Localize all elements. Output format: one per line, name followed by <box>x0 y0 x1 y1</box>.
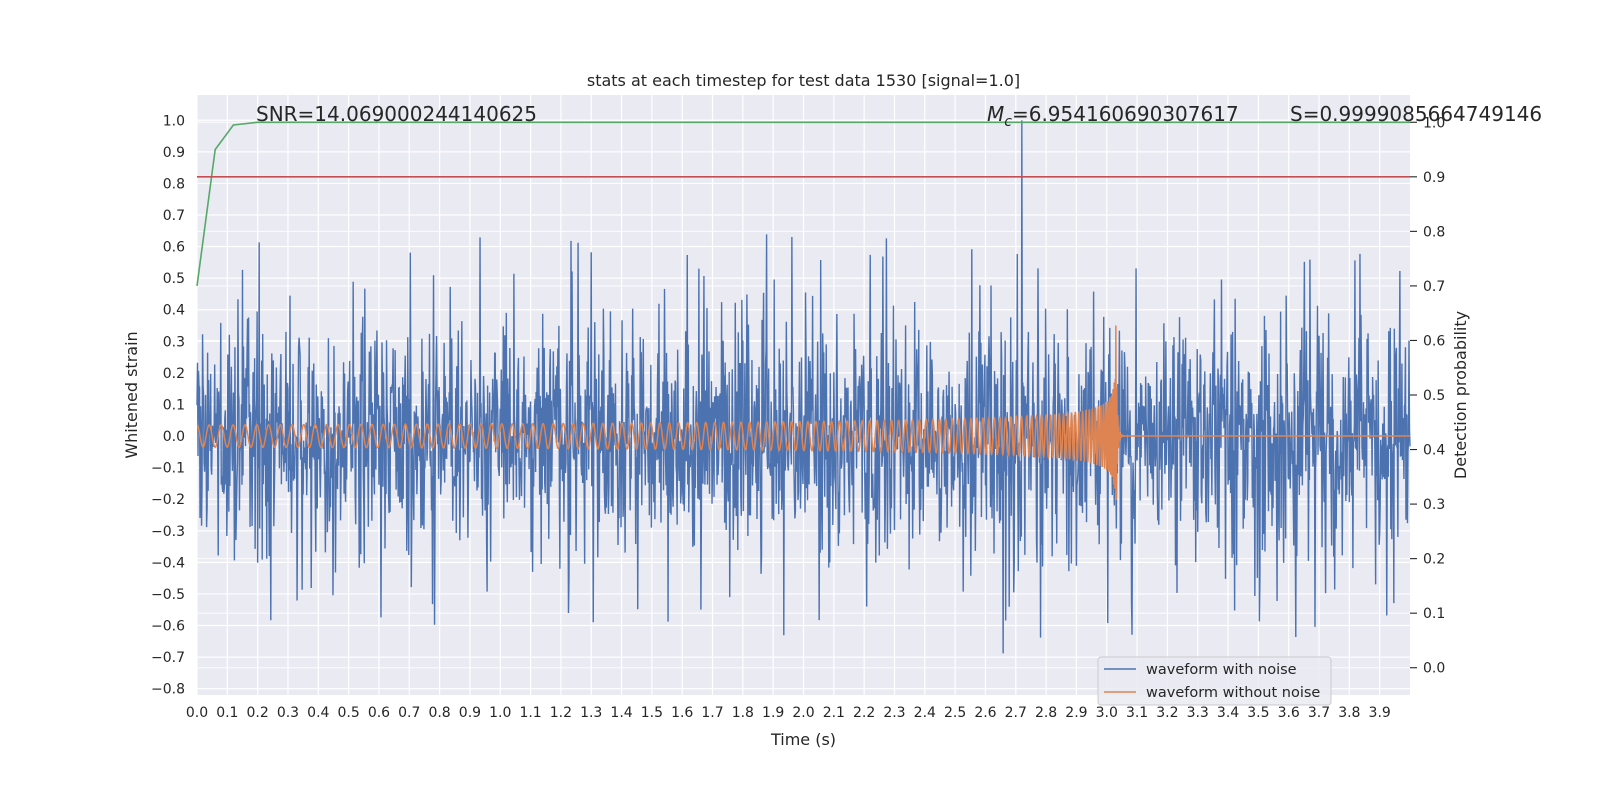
series-detection-probability <box>196 121 1410 287</box>
x-tick-label: 0.6 <box>368 705 390 721</box>
y-left-tick-label: 0.2 <box>163 366 185 382</box>
y-left-tick-label: −0.7 <box>151 650 185 666</box>
x-tick-label: 2.5 <box>944 705 966 721</box>
y-axis-right-label: Detection probability <box>1451 311 1470 479</box>
x-tick-label: 3.7 <box>1308 705 1330 721</box>
y-left-tick-label: −0.6 <box>151 619 185 635</box>
x-tick-label: 3.9 <box>1369 705 1391 721</box>
y-axis-left-label: Whitened strain <box>122 331 141 458</box>
x-tick-label: 3.8 <box>1338 705 1360 721</box>
chirp-mass-annotation: Mc=6.954160690307617 <box>987 102 1239 130</box>
chirp-mass-subscript: c <box>1004 114 1012 130</box>
x-tick-label: 3.2 <box>1156 705 1178 721</box>
x-tick-label: 0.9 <box>459 705 481 721</box>
x-tick-label: 1.7 <box>701 705 723 721</box>
y-left-tick-label: 0.7 <box>163 208 185 224</box>
y-left-tick-label: −0.1 <box>151 461 185 477</box>
y-right-tick-label: 0.6 <box>1423 333 1445 349</box>
y-right-tick-label: 0.3 <box>1423 497 1445 513</box>
x-tick-label: 3.4 <box>1217 705 1239 721</box>
snr-annotation: SNR=14.069000244140625 <box>256 102 537 126</box>
chart-title: stats at each timestep for test data 153… <box>587 71 1020 90</box>
y-right-tick-label: 0.2 <box>1423 552 1445 568</box>
x-tick-label: 0.1 <box>216 705 238 721</box>
y-left-tick-label: 0.9 <box>163 145 185 161</box>
y-left-tick-label: 0.5 <box>163 271 185 287</box>
y-left-tick-label: 0.8 <box>163 176 185 192</box>
y-axis-right-ticks: 1.0 0.9 0.8 0.7 0.6 0.5 0.4 0.3 0.2 0.1 0.0 <box>1410 115 1445 677</box>
y-right-tick-label: 1.0 <box>1423 115 1445 131</box>
y-right-tick-label: 0.0 <box>1423 661 1445 677</box>
x-tick-label: 2.7 <box>1005 705 1027 721</box>
y-right-tick-label: 0.1 <box>1423 606 1445 622</box>
y-left-tick-label: 0.0 <box>163 429 185 445</box>
x-tick-label: 1.8 <box>732 705 754 721</box>
y-left-tick-label: 1.0 <box>163 113 185 129</box>
x-tick-label: 1.0 <box>489 705 511 721</box>
x-tick-label: 0.3 <box>277 705 299 721</box>
legend-label-waveform-with-noise: waveform with noise <box>1146 662 1297 678</box>
x-tick-label: 2.1 <box>823 705 845 721</box>
legend-box <box>1097 656 1332 706</box>
x-tick-label: 0.0 <box>186 705 208 721</box>
legend: waveform with noise waveform without noi… <box>1097 656 1332 706</box>
x-tick-label: 1.3 <box>580 705 602 721</box>
x-tick-label: 3.0 <box>1096 705 1118 721</box>
y-left-tick-label: −0.5 <box>151 587 185 603</box>
x-tick-label: 1.2 <box>550 705 572 721</box>
series-layer <box>196 120 1411 654</box>
x-tick-label: 1.1 <box>519 705 541 721</box>
x-tick-label: 3.5 <box>1247 705 1269 721</box>
y-left-tick-label: 0.1 <box>163 397 185 413</box>
y-left-tick-label: −0.8 <box>151 682 185 698</box>
x-tick-label: 1.4 <box>610 705 632 721</box>
x-tick-label: 2.6 <box>974 705 996 721</box>
legend-label-waveform-without-noise: waveform without noise <box>1146 685 1320 701</box>
y-right-tick-label: 0.8 <box>1423 224 1445 240</box>
y-left-tick-label: −0.3 <box>151 524 185 540</box>
x-tick-label: 2.8 <box>1035 705 1057 721</box>
y-right-tick-label: 0.7 <box>1423 279 1445 295</box>
y-right-tick-label: 0.5 <box>1423 388 1445 404</box>
x-tick-label: 2.2 <box>853 705 875 721</box>
y-right-tick-label: 0.9 <box>1423 170 1445 186</box>
y-axis-left-ticks: 1.0 0.9 0.8 0.7 0.6 0.5 0.4 0.3 0.2 0.1 0.0 −0.1 −0.… <box>151 113 185 697</box>
x-tick-label: 0.4 <box>307 705 329 721</box>
x-tick-label: 2.3 <box>883 705 905 721</box>
y-right-tick-label: 0.4 <box>1423 443 1445 459</box>
x-tick-label: 0.7 <box>398 705 420 721</box>
series-waveform-with-noise <box>196 120 1411 654</box>
x-tick-label: 0.8 <box>428 705 450 721</box>
y-left-tick-label: −0.2 <box>151 492 185 508</box>
x-tick-label: 2.9 <box>1065 705 1087 721</box>
x-tick-label: 1.6 <box>671 705 693 721</box>
x-tick-label: 1.5 <box>641 705 663 721</box>
x-tick-label: 2.0 <box>792 705 814 721</box>
chirp-mass-value: =6.954160690307617 <box>1012 102 1239 126</box>
score-annotation: S=0.9999085664749146 <box>1290 102 1542 126</box>
x-axis-label: Time (s) <box>770 730 836 749</box>
chirp-mass-symbol: M <box>987 102 1004 126</box>
y-left-tick-label: 0.6 <box>163 240 185 256</box>
x-tick-label: 3.3 <box>1187 705 1209 721</box>
series-waveform-without-noise <box>196 325 1410 501</box>
grid-horizontal <box>197 119 1410 690</box>
y-left-tick-label: 0.4 <box>163 303 185 319</box>
x-tick-label: 0.5 <box>337 705 359 721</box>
x-tick-label: 3.1 <box>1126 705 1148 721</box>
y-left-tick-label: 0.3 <box>163 334 185 350</box>
x-tick-label: 2.4 <box>914 705 936 721</box>
x-tick-label: 1.9 <box>762 705 784 721</box>
y-left-tick-label: −0.4 <box>151 555 185 571</box>
x-tick-label: 3.6 <box>1278 705 1300 721</box>
x-axis-ticks: 0.0 0.1 0.2 0.3 0.4 0.5 0.6 0.7 0.8 0.9 1.0 1.1 1.2 1… <box>186 705 1391 721</box>
x-tick-label: 0.2 <box>247 705 269 721</box>
